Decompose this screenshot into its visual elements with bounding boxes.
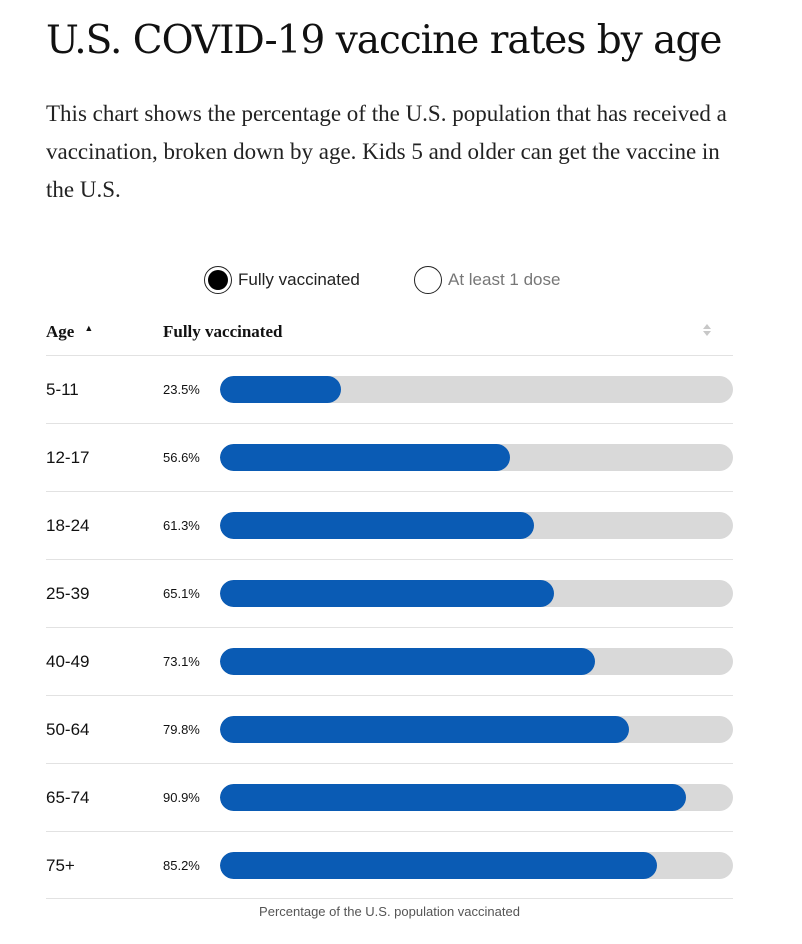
table-row: 18-24 61.3%	[46, 491, 733, 559]
age-column-header[interactable]: Age ▲	[46, 322, 93, 342]
page-subtitle: This chart shows the percentage of the U…	[46, 101, 727, 202]
table-row: 25-39 65.1%	[46, 559, 733, 627]
bar-data-label: 90.9%	[163, 790, 200, 805]
table-row: 65-74 90.9%	[46, 763, 733, 831]
bar-data-label: 56.6%	[163, 450, 200, 465]
bar-track	[220, 852, 733, 879]
bar-data-label: 85.2%	[163, 858, 200, 873]
bar-25-39	[220, 580, 554, 607]
bar-track	[220, 648, 733, 675]
bar-track	[220, 376, 733, 403]
radio-selected-icon[interactable]	[204, 266, 232, 294]
bar-data-label: 65.1%	[163, 586, 200, 601]
bar-data-label: 79.8%	[163, 722, 200, 737]
age-category-label: 12-17	[46, 448, 90, 467]
bar-table: 5-11 23.5% 12-17 56.6% 18-24 61.3% 25-39 65.1% 4…	[46, 355, 733, 899]
age-header-label: Age	[46, 322, 75, 341]
bar-12-17	[220, 444, 511, 471]
bar-track	[220, 580, 733, 607]
bar-75+	[220, 852, 658, 879]
age-category-label: 75+	[46, 856, 75, 875]
radio-dot-icon	[208, 270, 228, 290]
value-column-header: Fully vaccinated	[163, 322, 283, 341]
toggle-fully-vaccinated-label: Fully vaccinated	[238, 270, 360, 289]
toggle-fully-vaccinated[interactable]: Fully vaccinated	[204, 264, 360, 296]
age-category-label: 5-11	[46, 380, 79, 399]
age-category-label: 50-64	[46, 720, 90, 739]
bar-track	[220, 444, 733, 471]
bar-data-label: 61.3%	[163, 518, 200, 533]
bar-50-64	[220, 716, 630, 743]
age-category-label: 18-24	[46, 516, 90, 535]
bar-track	[220, 784, 733, 811]
sort-toggle-icon[interactable]	[701, 321, 713, 341]
age-category-label: 40-49	[46, 652, 90, 671]
age-category-label: 65-74	[46, 788, 90, 807]
sort-ascending-icon: ▲	[84, 323, 94, 333]
bar-40-49	[220, 648, 595, 675]
age-category-label: 25-39	[46, 584, 90, 603]
table-row: 40-49 73.1%	[46, 627, 733, 695]
bar-track	[220, 716, 733, 743]
toggle-at-least-one-dose-label: At least 1 dose	[448, 270, 561, 289]
x-axis-label: Percentage of the U.S. population vaccin…	[259, 904, 520, 919]
bar-data-label: 23.5%	[163, 382, 200, 397]
bar-18-24	[220, 512, 535, 539]
table-row: 50-64 79.8%	[46, 695, 733, 763]
table-row: 75+ 85.2%	[46, 831, 733, 899]
page-title: U.S. COVID-19 vaccine rates by age	[46, 18, 722, 63]
radio-unselected-icon[interactable]	[414, 266, 442, 294]
toggle-at-least-one-dose[interactable]: At least 1 dose	[414, 264, 560, 296]
table-row: 12-17 56.6%	[46, 423, 733, 491]
bar-65-74	[220, 784, 687, 811]
bar-data-label: 73.1%	[163, 654, 200, 669]
bar-track	[220, 512, 733, 539]
bar-5-11	[220, 376, 341, 403]
table-row: 5-11 23.5%	[46, 355, 733, 423]
